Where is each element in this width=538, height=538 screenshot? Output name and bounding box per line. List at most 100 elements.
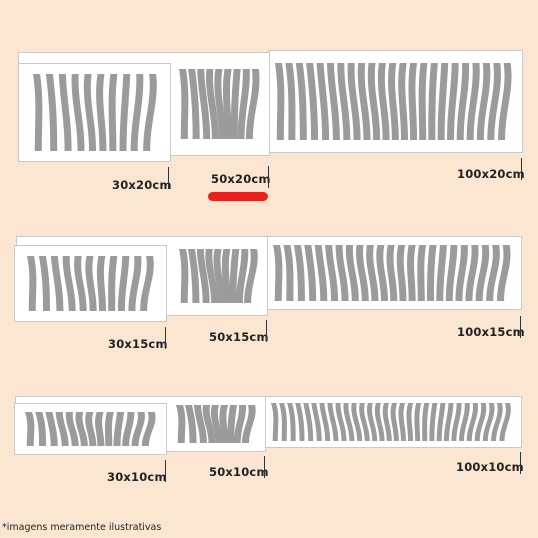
stripe-slot [367, 63, 381, 140]
stripe-slot [474, 403, 487, 441]
stripe-slot [366, 245, 379, 301]
stripe-slot [179, 69, 189, 139]
stripe-slot [293, 245, 305, 301]
stripe-slot [357, 63, 371, 140]
stripe-slot [74, 256, 87, 311]
stripe-slot [117, 256, 130, 311]
stripe-pattern [27, 256, 154, 311]
stripe-slot [35, 412, 47, 446]
stripe-slot [343, 403, 355, 441]
stripe-slot [113, 412, 125, 446]
disclaimer-footnote: *imagens meramente ilustrativas [2, 522, 162, 533]
stripe-slot [176, 405, 186, 443]
size-marker [520, 316, 521, 338]
stripe-slot [311, 403, 322, 441]
stripe-slot [65, 412, 79, 446]
stripe-slot [314, 245, 328, 301]
size-label-50x10: 50x10cm [209, 465, 269, 479]
stripe-slot [222, 69, 232, 139]
stripe-pattern [271, 403, 511, 441]
stripe-slot [242, 405, 256, 443]
stripe-slot [295, 63, 307, 140]
stripe-slot [194, 405, 207, 443]
stripe-slot [396, 245, 407, 301]
size-label-100x15: 100x15cm [457, 325, 525, 339]
stripe-slot [85, 412, 97, 446]
stripe-slot [95, 412, 105, 446]
panel-100x10 [264, 396, 522, 448]
stripe-slot [447, 63, 459, 140]
size-marker [165, 460, 166, 482]
stripe-pattern [33, 74, 157, 151]
size-marker [264, 456, 265, 478]
size-label-30x20: 30x20cm [112, 178, 172, 192]
stripe-slot [227, 405, 237, 443]
stripe-slot [306, 63, 319, 140]
stripe-slot [304, 245, 317, 301]
stripe-slot [205, 69, 219, 139]
stripe-slot [499, 403, 511, 441]
stripe-slot [417, 245, 427, 301]
stripe-slot [377, 63, 390, 140]
stripe-slot [130, 74, 144, 151]
stripe-slot [96, 256, 107, 311]
stripe-slot [451, 403, 462, 441]
stripe-slot [96, 74, 107, 151]
stripe-slot [487, 63, 501, 140]
stripe-slot [279, 403, 287, 441]
stripe-slot [83, 74, 97, 151]
stripe-slot [445, 245, 458, 301]
stripe-slot [459, 403, 470, 441]
stripe-slot [285, 63, 296, 140]
stripe-slot [436, 245, 447, 301]
stripe-slot [128, 256, 142, 311]
stripe-slot [374, 403, 385, 441]
stripe-slot [196, 249, 210, 303]
stripe-slot [428, 63, 438, 140]
stripe-slot [179, 249, 189, 303]
stripe-slot [414, 403, 422, 441]
stripe-slot [443, 403, 454, 441]
size-label-100x10: 100x10cm [456, 460, 524, 474]
stripe-slot [197, 69, 211, 139]
size-marker [521, 158, 522, 180]
stripe-pattern [179, 69, 260, 139]
stripe-slot [335, 245, 349, 301]
stripe-slot [465, 245, 479, 301]
stripe-slot [235, 249, 249, 303]
stripe-slot [345, 245, 359, 301]
stripe-slot [233, 405, 247, 443]
stripe-slot [62, 256, 76, 311]
stripe-slot [482, 403, 495, 441]
stripe-slot [429, 403, 438, 441]
stripe-slot [422, 403, 430, 441]
stripe-slot [237, 69, 250, 139]
size-label-30x15: 30x15cm [108, 337, 168, 351]
stripe-slot [205, 249, 219, 303]
size-label-30x10: 30x10cm [107, 470, 167, 484]
stripe-slot [359, 403, 370, 441]
stripe-slot [71, 74, 85, 151]
stripe-slot [141, 412, 156, 446]
stripe-slot [230, 69, 241, 139]
stripe-slot [33, 74, 43, 151]
stripe-pattern [176, 405, 256, 443]
stripe-slot [398, 63, 408, 140]
stripe-slot [75, 412, 88, 446]
stripe-slot [382, 403, 392, 441]
stripe-slot [325, 245, 339, 301]
stripe-slot [119, 74, 131, 151]
stripe-slot [273, 245, 283, 301]
panel-100x20 [268, 50, 523, 153]
stripe-slot [426, 245, 437, 301]
panel-30x10 [14, 403, 167, 455]
stripe-slot [498, 63, 512, 140]
stripe-slot [188, 69, 200, 139]
stripe-slot [351, 403, 363, 441]
stripe-slot [185, 405, 197, 443]
stripe-slot [229, 249, 240, 303]
stripe-slot [326, 63, 340, 140]
stripe-slot [418, 63, 428, 140]
stripe-slot [386, 245, 398, 301]
